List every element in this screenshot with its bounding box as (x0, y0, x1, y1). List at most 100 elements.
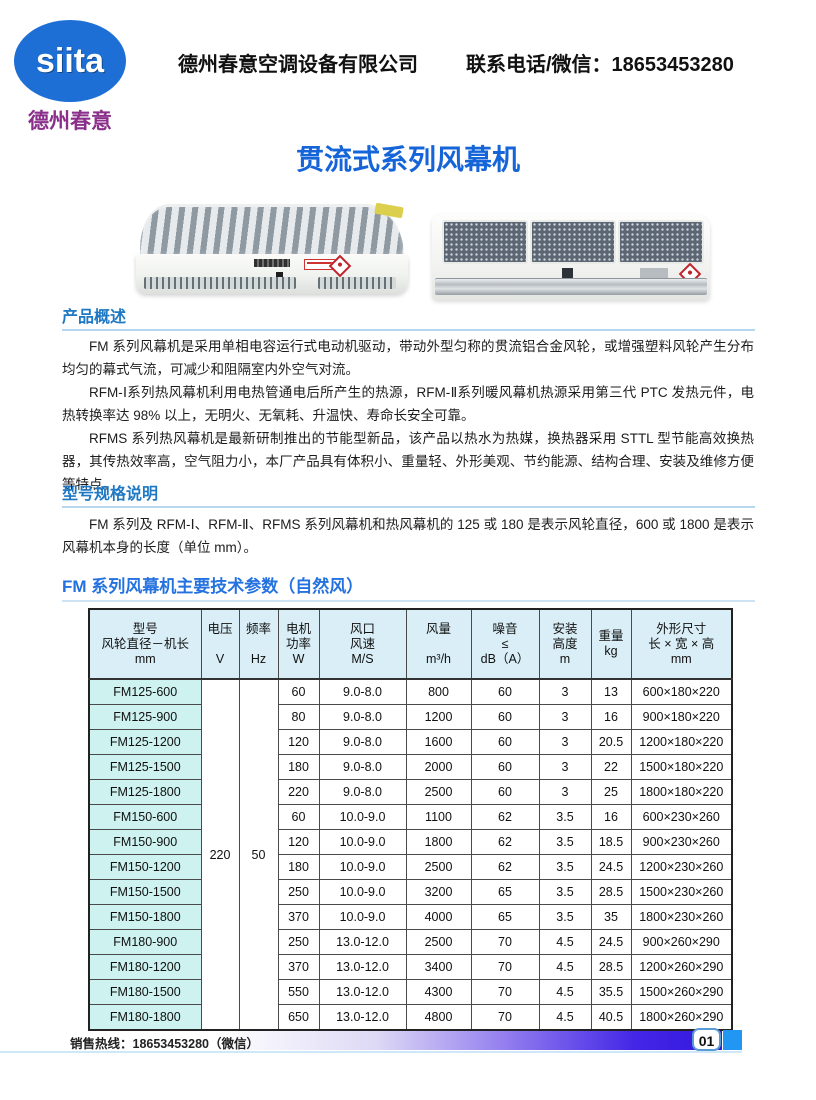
model-cell: FM125-1500 (88, 754, 202, 780)
table-row: FM125-900 80 9.0-8.0 1200 60 3 16 900×180×220 (88, 704, 733, 730)
dimensions-cell: 900×230×260 (630, 829, 733, 855)
power-cell: 180 (277, 754, 320, 780)
install-height-cell: 3.5 (538, 854, 592, 880)
model-cell: FM180-1500 (88, 979, 202, 1005)
weight-cell: 22 (590, 754, 632, 780)
install-height-cell: 3 (538, 678, 592, 705)
page-title: 贯流式系列风幕机 (295, 144, 520, 175)
weight-cell: 20.5 (590, 729, 632, 755)
unit-shell (432, 214, 710, 300)
weight-cell: 35.5 (590, 979, 632, 1005)
air-volume-cell: 4800 (405, 1004, 472, 1031)
table-row: FM125-1200 120 9.0-8.0 1600 60 3 20.5 1200×180×… (88, 729, 733, 755)
model-cell: FM150-1800 (88, 904, 202, 930)
company-logo: siita 德州春意 (14, 20, 132, 135)
sensor-window (562, 268, 573, 278)
company-name: 德州春意空调设备有限公司 (178, 54, 418, 76)
install-height-cell: 4.5 (538, 1004, 592, 1031)
dimensions-cell: 900×260×290 (630, 929, 733, 955)
air-speed-cell: 10.0-9.0 (318, 804, 407, 830)
overview-paragraph: RFMS 系列热风幕机是最新研制推出的节能型新品，该产品以热水为热媒，换热器采用… (62, 431, 754, 492)
air-volume-cell: 4300 (405, 979, 472, 1005)
section-heading-model-spec: 型号规格说明 (62, 486, 159, 503)
section-divider (62, 329, 755, 331)
install-height-cell: 3 (538, 704, 592, 730)
noise-cell: 70 (470, 979, 540, 1005)
table-row: FM150-1800 370 10.0-9.0 4000 65 3.5 35 1800×230… (88, 904, 733, 930)
dimensions-cell: 1500×260×290 (630, 979, 733, 1005)
air-speed-cell: 10.0-9.0 (318, 854, 407, 880)
air-outlet-strip (435, 278, 707, 295)
power-cell: 650 (277, 1004, 320, 1031)
dimensions-cell: 1800×180×220 (630, 779, 733, 805)
air-volume-cell: 1800 (405, 829, 472, 855)
product-image-right (432, 214, 710, 300)
weight-cell: 16 (590, 804, 632, 830)
footer-gradient-bar (0, 1031, 722, 1050)
dotted-panel (442, 220, 528, 264)
page-number: 01 (692, 1028, 721, 1051)
noise-cell: 65 (470, 904, 540, 930)
spec-table-header: 型号 风轮直径－机长 mm 电压 V 频率 Hz 电机 功率 W 风口 风速 M… (88, 608, 733, 680)
air-speed-cell: 9.0-8.0 (318, 678, 407, 705)
section-divider (62, 506, 755, 508)
dimensions-cell: 600×230×260 (630, 804, 733, 830)
install-height-cell: 3.5 (538, 829, 592, 855)
noise-cell: 70 (470, 954, 540, 980)
table-row: FM180-1500 550 13.0-12.0 4300 70 4.5 35.5 1500×… (88, 979, 733, 1005)
noise-cell: 60 (470, 754, 540, 780)
model-spec-text: FM 系列及 RFM-Ⅰ、RFM-Ⅱ、RFMS 系列风幕机和热风幕机的 125 … (62, 513, 754, 559)
weight-cell: 40.5 (590, 1004, 632, 1031)
table-row: FM150-900 120 10.0-9.0 1800 62 3.5 18.5 900×230… (88, 829, 733, 855)
table-row: FM125-1500 180 9.0-8.0 2000 60 3 22 1500×180×22… (88, 754, 733, 780)
column-header-air-volume: 风量 m³/h (405, 608, 472, 680)
noise-cell: 65 (470, 879, 540, 905)
power-cell: 120 (277, 829, 320, 855)
model-cell: FM180-900 (88, 929, 202, 955)
contact-phone: 联系电话/微信：18653453280 (466, 54, 734, 76)
logo-ellipse: siita (14, 20, 126, 102)
power-cell: 250 (277, 879, 320, 905)
weight-cell: 13 (590, 678, 632, 705)
power-cell: 370 (277, 954, 320, 980)
table-row: FM125-600 220 50 60 9.0-8.0 800 60 3 13 600×180×2… (88, 678, 733, 1031)
section-divider (62, 600, 755, 602)
air-speed-cell: 13.0-12.0 (318, 954, 407, 980)
install-height-cell: 3 (538, 779, 592, 805)
voltage-cell: 220 (200, 678, 240, 1031)
model-cell: FM125-1200 (88, 729, 202, 755)
air-speed-cell: 9.0-8.0 (318, 729, 407, 755)
dimensions-cell: 1500×180×220 (630, 754, 733, 780)
weight-cell: 24.5 (590, 854, 632, 880)
noise-cell: 60 (470, 704, 540, 730)
table-row: FM150-1500 250 10.0-9.0 3200 65 3.5 28.5 1500×2… (88, 879, 733, 905)
logo-caption: 德州春意 (28, 110, 112, 133)
noise-cell: 70 (470, 929, 540, 955)
weight-cell: 35 (590, 904, 632, 930)
section-heading-overview: 产品概述 (62, 309, 127, 326)
install-height-cell: 3.5 (538, 804, 592, 830)
column-header-motor-power: 电机 功率 W (277, 608, 320, 680)
dimensions-cell: 1200×180×220 (630, 729, 733, 755)
air-volume-cell: 3200 (405, 879, 472, 905)
sales-hotline: 销售热线：18653453280（微信） (70, 1037, 259, 1051)
overview-text: FM 系列风幕机是采用单相电容运行式电动机驱动，带动外型匀称的贯流铝合金风轮，或… (62, 335, 754, 496)
logo-text: siita (35, 41, 105, 80)
column-header-noise: 噪音 ≤ dB（A） (470, 608, 540, 680)
install-height-cell: 4.5 (538, 979, 592, 1005)
power-cell: 220 (277, 779, 320, 805)
air-speed-cell: 10.0-9.0 (318, 904, 407, 930)
model-spec-paragraph: FM 系列及 RFM-Ⅰ、RFM-Ⅱ、RFMS 系列风幕机和热风幕机的 125 … (62, 517, 754, 555)
model-cell: FM180-1200 (88, 954, 202, 980)
table-row: FM180-1800 650 13.0-12.0 4800 70 4.5 40.5 1800×… (88, 1004, 733, 1031)
header-row: 型号 风轮直径－机长 mm 电压 V 频率 Hz 电机 功率 W 风口 风速 M… (88, 608, 733, 680)
power-cell: 370 (277, 904, 320, 930)
noise-cell: 62 (470, 854, 540, 880)
footer-divider (0, 1051, 742, 1053)
air-volume-cell: 800 (405, 678, 472, 705)
table-row: FM125-1800 220 9.0-8.0 2500 60 3 25 1800×180×22… (88, 779, 733, 805)
dimensions-cell: 1800×230×260 (630, 904, 733, 930)
column-header-voltage: 电压 V (200, 608, 240, 680)
noise-cell: 60 (470, 729, 540, 755)
